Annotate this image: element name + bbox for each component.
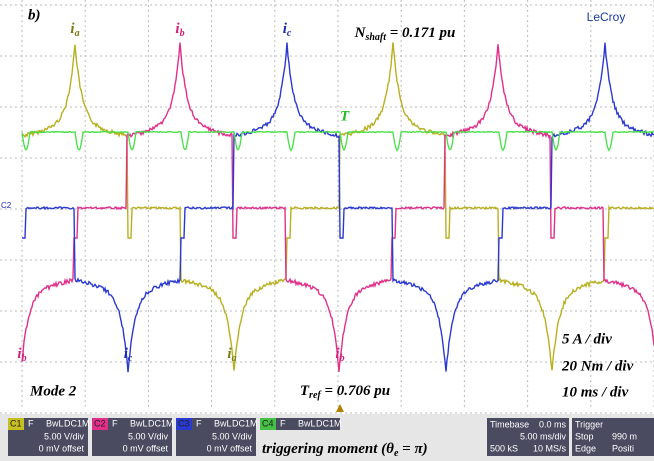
channel-tag [176, 418, 192, 430]
tr-title: Trigger [575, 419, 603, 429]
label-sub: ref [309, 390, 322, 401]
channel-marker: C2 [1, 201, 12, 210]
tb-rate: 10 MS/s [533, 443, 567, 453]
channel-flag: BwL [298, 418, 316, 428]
label: Tref = 0.706 pu [300, 383, 390, 401]
torque-trace [21, 130, 654, 152]
channel-name: C3 [178, 418, 190, 428]
label-sub: b [340, 353, 345, 364]
channel-scale: 5.00 V/div [44, 431, 85, 441]
channel-scale: 5.00 V/div [128, 431, 169, 441]
label: ic [283, 21, 292, 39]
label: ic [124, 346, 133, 364]
channel-flag: DC1M [64, 418, 90, 428]
label-sub: b [22, 353, 27, 364]
scale-label: 10 ms / div [562, 384, 629, 400]
note-sub: e [394, 448, 399, 459]
channel-offset: 0 mV offset [123, 443, 169, 453]
tb-delay: 0.0 ms [539, 419, 567, 429]
channel-flag: BwL [46, 418, 64, 428]
label-main: i [70, 21, 75, 37]
channel-flag: F [28, 418, 34, 428]
trigger-arrow [336, 404, 344, 412]
grid [0, 0, 654, 414]
channel-flag: DC1M [232, 418, 258, 428]
channel-tag [260, 418, 276, 430]
label-rest: = 0.171 pu [386, 25, 455, 41]
scale-label: 20 Nm / div [561, 358, 634, 374]
torque-label: T [340, 108, 350, 124]
label-sub: c [287, 28, 292, 39]
channel-flag: DC1M [148, 418, 174, 428]
label-sub: a [75, 28, 80, 39]
panel-label: b) [28, 7, 41, 23]
label: ib [175, 21, 184, 39]
channel-box [260, 418, 340, 430]
channel-offset: 0 mV offset [207, 443, 253, 453]
channel-flag: BwL [130, 418, 148, 428]
current-trace [22, 42, 654, 373]
label-main: i [17, 346, 22, 362]
tb-scale: 5.00 ms/div [520, 431, 567, 441]
label-main: T [300, 383, 310, 399]
channel-tag [92, 418, 108, 430]
tb-samples: 500 kS [490, 443, 518, 453]
scale-label: 5 A / div [562, 331, 612, 347]
tb-title: Timebase [490, 419, 529, 429]
channel-tag [8, 418, 24, 430]
channel-scale: 5.00 V/div [212, 431, 253, 441]
label-main: N [354, 25, 367, 41]
current-trace [21, 42, 654, 371]
label-main: i [227, 346, 232, 362]
label-sub: a [232, 353, 237, 364]
channel-flag: F [112, 418, 118, 428]
waveforms [21, 42, 654, 373]
channel-name: C4 [262, 418, 274, 428]
label-main: i [124, 346, 129, 362]
tr-level: 990 m [612, 431, 637, 441]
label: ib [335, 346, 344, 364]
label-sub: c [128, 353, 133, 364]
channel-flag: BwL [214, 418, 232, 428]
trigger-note: triggering moment (θe = π) [262, 441, 428, 459]
trigger-box [572, 418, 654, 456]
tr-state: Stop [575, 431, 594, 441]
label: ia [70, 21, 79, 39]
label-rest: = 0.706 pu [321, 383, 390, 399]
labels: b) LeCroy Nshaft = 0.171 pu Tref = 0.706 pu… [1, 7, 634, 412]
label-sub: shaft [364, 32, 387, 43]
note-part: triggering moment (θ [262, 441, 394, 457]
timebase-box [487, 418, 569, 456]
label: ia [227, 346, 236, 364]
label-main: i [175, 21, 180, 37]
note-part: = π) [398, 441, 427, 457]
channel-flag: F [196, 418, 202, 428]
label: Nshaft = 0.171 pu [354, 25, 456, 43]
brand: LeCroy [587, 10, 626, 24]
tr-slope: Positi [612, 443, 634, 453]
tr-type: Edge [575, 443, 596, 453]
label-main: i [283, 21, 288, 37]
mode-label: Mode 2 [29, 383, 77, 399]
channel-flag: F [280, 418, 286, 428]
channel-name: C2 [94, 418, 106, 428]
current-trace [21, 42, 654, 372]
channel-offset: 0 mV offset [39, 443, 85, 453]
channel-flag: DC1M [316, 418, 342, 428]
channel-name: C1 [10, 418, 22, 428]
label: ib [17, 346, 26, 364]
label-sub: b [180, 28, 185, 39]
label-main: i [335, 346, 340, 362]
